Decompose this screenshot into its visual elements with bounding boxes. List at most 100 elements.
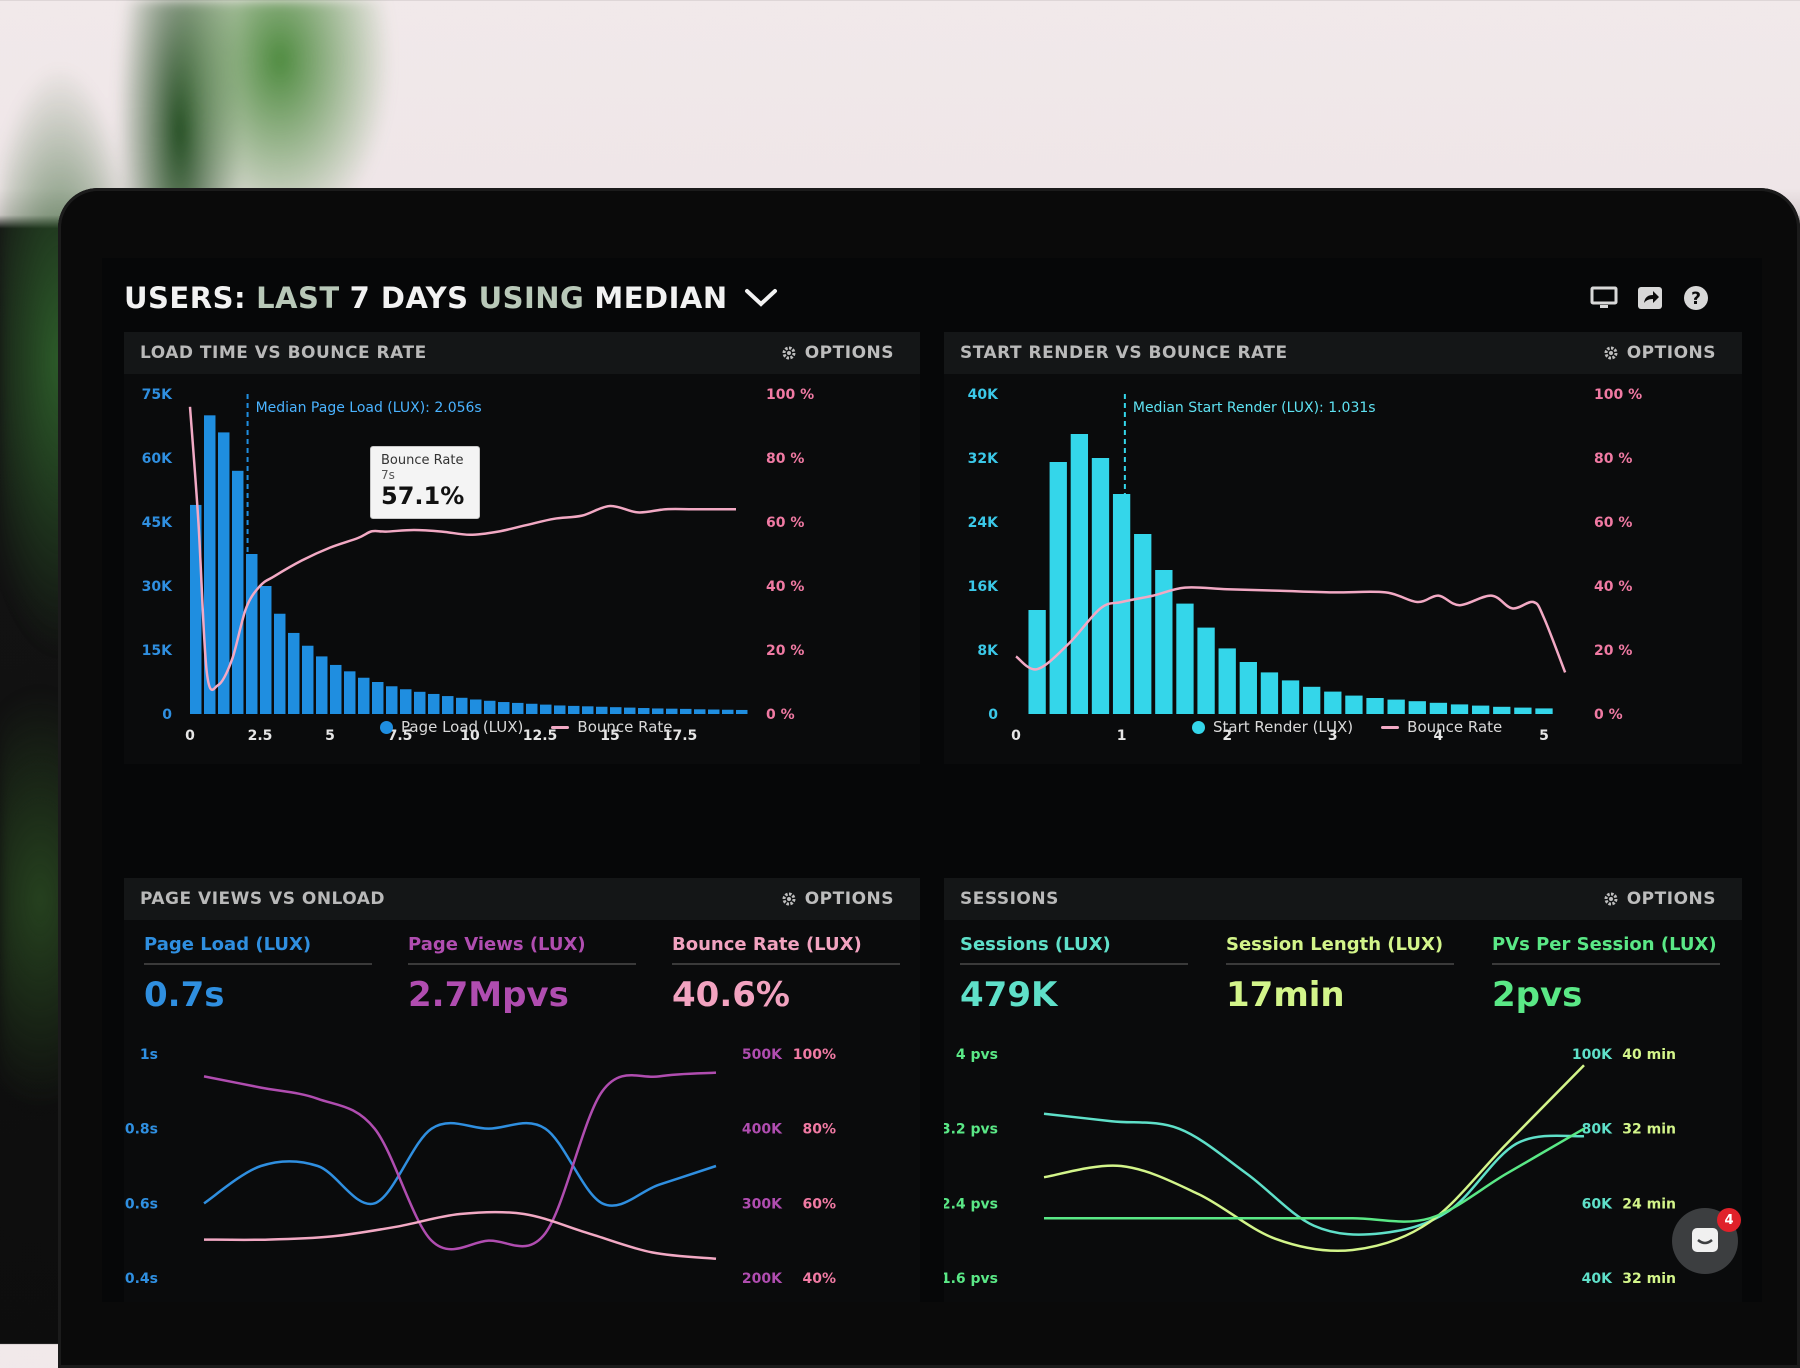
x-axis-tick: 10 [460, 728, 480, 744]
y-axis-right-tick: 32 min [1622, 1122, 1676, 1138]
kpi-page-load[interactable]: Page Load (LUX) 0.7s [144, 934, 372, 1015]
bar [414, 691, 426, 714]
kpi-sessions[interactable]: Sessions (LUX) 479K [960, 934, 1188, 1015]
x-axis-tick: 15 [600, 728, 619, 744]
kpi-bounce-rate[interactable]: Bounce Rate (LUX) 40.6% [672, 934, 900, 1015]
bar [274, 613, 286, 714]
bar [1070, 434, 1089, 714]
share-icon[interactable] [1636, 284, 1664, 312]
legend-dot [1192, 720, 1205, 734]
bar [1324, 691, 1342, 714]
panel-title: SESSIONS [960, 889, 1059, 909]
bar [190, 504, 202, 714]
bar [330, 664, 342, 714]
kpi-label: Sessions (LUX) [960, 934, 1188, 965]
bar [722, 709, 734, 714]
kpi-label: Bounce Rate (LUX) [672, 934, 900, 965]
bounce-rate-line [188, 406, 736, 692]
kpi-page-views[interactable]: Page Views (LUX) 2.7Mpvs [408, 934, 636, 1015]
start-render-chart: 0 8K 16K 24K 32K 40K 0 % 20 % 40 % 60 % 80 % 100 % 0… [968, 387, 1642, 744]
kpi-label: PVs Per Session (LUX) [1492, 934, 1720, 965]
gear-icon [1604, 346, 1618, 360]
options-button[interactable]: OPTIONS [781, 343, 894, 363]
bar [1218, 648, 1236, 714]
bar [470, 699, 482, 714]
y-axis-left-tick: 30K [142, 579, 173, 595]
y-axis-right-tick: 60 % [1594, 515, 1632, 531]
chevron-down-icon[interactable] [744, 288, 778, 308]
panel-load-time: LOAD TIME VS BOUNCE RATE OPTIONS 0 15K 30K… [124, 332, 920, 764]
bar [456, 697, 468, 714]
bar [1155, 570, 1173, 714]
bar [1134, 534, 1152, 714]
title-median: MEDIAN [594, 281, 728, 315]
kpi-label: Session Length (LUX) [1226, 934, 1454, 965]
bar [1303, 686, 1321, 714]
help-icon[interactable]: ? [1682, 284, 1710, 312]
dashboard-title[interactable]: USERS: LAST 7 DAYS USING MEDIAN [124, 276, 778, 320]
bar [218, 432, 230, 714]
panel-head: LOAD TIME VS BOUNCE RATE OPTIONS [124, 332, 920, 374]
y-axis-right-tick: 40 min [1622, 1047, 1676, 1063]
x-axis-tick: 0 [185, 728, 195, 744]
bar [1471, 705, 1490, 714]
kpi-value: 2pvs [1492, 975, 1583, 1015]
y-axis-right-tick: 60% [802, 1196, 836, 1212]
y-axis-left-tick: 32K [968, 451, 999, 467]
bar [1281, 680, 1300, 714]
bar [694, 709, 706, 714]
bar [1197, 627, 1215, 714]
legend-label: Bounce Rate [1407, 718, 1503, 736]
bar [596, 706, 608, 714]
y-axis-right-tick: 20 % [766, 643, 804, 659]
y-axis-left-tick: 24K [968, 515, 999, 531]
y-axis-left-tick: 15K [142, 643, 173, 659]
legend-label: Bounce Rate [577, 718, 673, 736]
panel-start-render: START RENDER VS BOUNCE RATE OPTIONS 0 8K 1… [944, 332, 1742, 764]
legend-item-bounce-rate[interactable]: Bounce Rate [1381, 718, 1502, 736]
bar [246, 554, 258, 714]
legend-item-bounce-rate[interactable]: Bounce Rate [551, 718, 673, 736]
x-axis-tick: 17.5 [663, 728, 698, 744]
panel-title: PAGE VIEWS VS ONLOAD [140, 889, 386, 909]
y-axis-right-tick: 300K [742, 1196, 783, 1212]
series-line [203, 1121, 717, 1207]
y-axis-right-tick: 24 min [1622, 1196, 1676, 1212]
y-axis-left-tick: 0 [162, 707, 172, 723]
bounce-rate-line [1015, 586, 1567, 673]
bar [582, 706, 594, 714]
options-button[interactable]: OPTIONS [1603, 343, 1716, 363]
sessions-chart: 1.6 pvs 2.4 pvs 3.2 pvs 4 pvs 40K 60K 80K 100K 3… [944, 1047, 1676, 1287]
bar [526, 703, 538, 714]
legend: Start Render (LUX) Bounce Rate [1192, 718, 1502, 736]
kpi-value: 0.7s [144, 975, 225, 1015]
desktop-icon[interactable] [1590, 284, 1618, 312]
median-label: Median Start Render (LUX): 1.031s [1133, 400, 1376, 416]
options-button[interactable]: OPTIONS [781, 889, 894, 909]
bounce-rate-tooltip: Bounce Rate 7s 57.1% [370, 446, 480, 519]
legend-item-page-load[interactable]: Page Load (LUX) [380, 718, 523, 736]
kpi-session-length[interactable]: Session Length (LUX) 17min [1226, 934, 1454, 1015]
y-axis-left-tick: 1.6 pvs [944, 1271, 998, 1287]
series-line [1043, 1112, 1585, 1236]
x-axis-tick: 4 [1434, 728, 1444, 744]
kpi-value: 40.6% [672, 975, 790, 1015]
bar [1260, 672, 1279, 714]
kpi-pvs-per-session[interactable]: PVs Per Session (LUX) 2pvs [1492, 934, 1720, 1015]
y-axis-left-tick: 0.6s [125, 1196, 158, 1212]
legend-item-start-render[interactable]: Start Render (LUX) [1192, 718, 1353, 736]
panel-title: START RENDER VS BOUNCE RATE [960, 343, 1288, 363]
bar [652, 708, 664, 714]
options-button[interactable]: OPTIONS [1603, 889, 1716, 909]
x-axis-tick: 5 [1539, 728, 1549, 744]
title-days: 7 DAYS [349, 281, 469, 315]
series-line [203, 1071, 717, 1251]
x-axis-tick: 5 [325, 728, 335, 744]
bar [302, 645, 314, 714]
bar [1429, 702, 1448, 714]
y-axis-left-tick: 75K [142, 387, 173, 403]
bar [512, 702, 524, 714]
y-axis-right-tick: 40 % [766, 579, 804, 595]
y-axis-right-tick: 80K [1582, 1122, 1613, 1138]
gear-icon [782, 892, 796, 906]
